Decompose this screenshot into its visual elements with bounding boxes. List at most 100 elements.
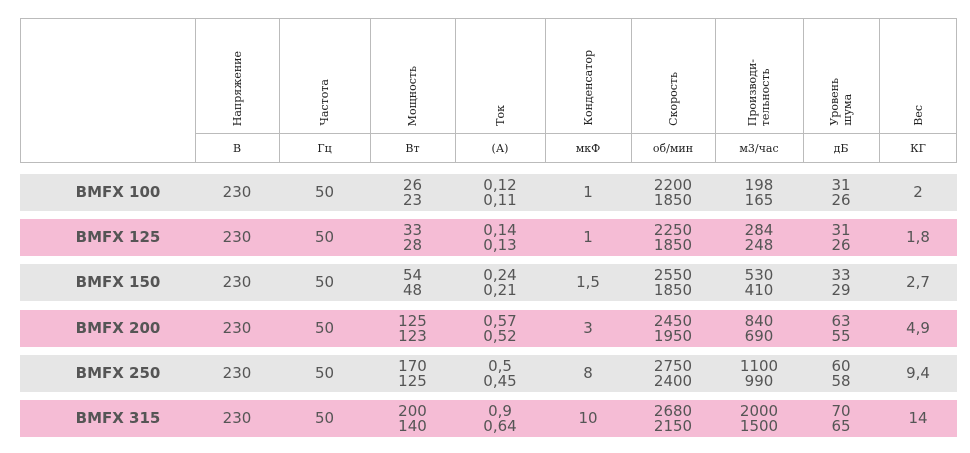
cell-value: 65 [831,416,851,435]
cell-value: 0,14 [483,220,517,239]
cell-value: 1,5 [576,273,600,291]
cell-value: 14 [908,409,928,427]
table-cell: 840 690 [715,310,803,347]
header-title: Вес [912,105,925,126]
table-cell: 50 [279,400,370,437]
cell-value: 1 [583,228,593,246]
cell-value: 2550 [653,265,693,284]
table-cell: 170 125 [370,355,455,392]
header-title-line: Уровень [828,78,841,126]
table-cell: 10 [545,400,631,437]
cell-value: 1100 [739,356,779,375]
cell-value: 50 [314,409,335,427]
header-unit: Гц [317,141,332,155]
table-cell: 54 48 [370,264,455,301]
header-unit: дБ [833,141,849,155]
table-cell: 2,7 [879,264,957,301]
header-title-line: Конденсатор [581,50,595,126]
cell-value: 2 [913,183,923,201]
table-cell: 2 [879,174,957,211]
table-cell: 26 23 [370,174,455,211]
table-cell: 2450 1950 [631,310,715,347]
cell-value: 230 [222,409,252,427]
row-background [20,174,957,211]
header-unit: м3/час [739,141,779,155]
cell-value: 23 [402,190,423,209]
cell-value: 1 [583,183,593,201]
cell-value: 248 [744,235,774,254]
table-cell: 4,9 [879,310,957,347]
table-cell: 1100 990 [715,355,803,392]
header-title-line: шума [841,94,854,126]
header-title-box: Вес [879,20,957,126]
cell-value: 690 [744,326,774,345]
header-title-line: Частота [318,79,331,126]
cell-value: 70 [831,401,851,420]
cell-value: 50 [314,273,335,291]
cell-value: 26 [402,175,423,194]
table-cell: 60 58 [803,355,879,392]
cell-value: 31 [831,220,851,239]
table-cell: 1 [545,174,631,211]
header-title: Конденсатор [582,50,595,126]
column-separator [803,18,804,163]
cell-value: 26 [831,190,851,209]
table-cell: 2200 1850 [631,174,715,211]
cell-value: 31 [831,175,851,194]
cell-value: 2,7 [906,273,930,291]
header-title-line: тельность [759,68,772,126]
table-cell: 50 [279,355,370,392]
table-cell: 1,5 [545,264,631,301]
cell-value: 0,64 [483,416,517,435]
table-cell: 14 [879,400,957,437]
cell-value: 0,57 [483,311,517,330]
cell-value: 0,21 [483,280,517,299]
cell-value: 50 [314,183,335,201]
cell-value: 230 [222,364,252,382]
column-separator [715,18,716,163]
header-title: Частота [318,79,331,126]
cell-value: 58 [831,371,851,390]
cell-value: 2250 [653,220,693,239]
cell-value: 1950 [653,326,693,345]
table-cell: 33 29 [803,264,879,301]
row-background [20,310,957,347]
table-cell: 2250 1850 [631,219,715,256]
header-unit: КГ [910,141,926,155]
column-separator [631,18,632,163]
column-separator [545,18,546,163]
cell-value: 165 [744,190,774,209]
header-box [20,18,957,163]
cell-value: 200 [398,401,427,420]
cell-value: 29 [831,280,851,299]
header-title-box: Частота [279,20,370,126]
column-separator [370,18,371,163]
column-separator [455,18,456,163]
table-cell: 1,8 [879,219,957,256]
model-name: BMFX 100 [75,183,161,201]
cell-value: 0,11 [483,190,517,209]
column-separator [195,18,196,163]
cell-value: 50 [314,228,335,246]
cell-value: 0,13 [483,235,517,254]
cell-value: 990 [744,371,774,390]
cell-value: 840 [744,311,774,330]
table-cell: 2550 1850 [631,264,715,301]
row-background [20,400,957,437]
cell-value: 198 [744,175,774,194]
header-title: Скорость [667,72,680,126]
table-cell: 125 123 [370,310,455,347]
cell-value: 0,52 [483,326,517,345]
cell-value: 26 [831,235,851,254]
cell-value: 2150 [653,416,693,435]
header-title-line: Вес [911,105,925,126]
header-title: Напряжение [231,51,244,126]
table-cell: 8 [545,355,631,392]
table-cell: 70 65 [803,400,879,437]
cell-value: 125 [398,311,427,330]
cell-value: 9,4 [906,364,930,382]
table-cell: 200 140 [370,400,455,437]
header-title: Мощность [406,66,419,126]
cell-value: 63 [831,311,851,330]
table-cell: 9,4 [879,355,957,392]
